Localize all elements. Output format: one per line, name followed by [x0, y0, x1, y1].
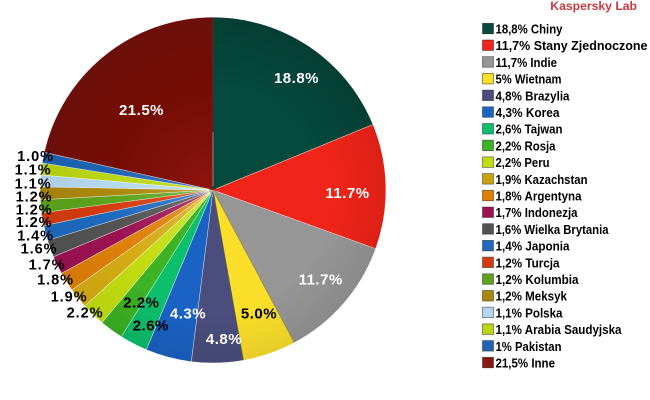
- svg-text:4,3% Korea: 4,3% Korea: [496, 105, 561, 120]
- svg-text:2.6%: 2.6%: [133, 317, 169, 334]
- svg-text:18,8% Chiny: 18,8% Chiny: [496, 22, 564, 37]
- svg-text:1.6%: 1.6%: [21, 242, 58, 258]
- svg-text:1.7%: 1.7%: [29, 258, 66, 274]
- svg-text:4,8% Brazylia: 4,8% Brazylia: [496, 88, 571, 103]
- svg-text:11,7% Indie: 11,7% Indie: [496, 55, 558, 70]
- svg-text:1,1% Polska: 1,1% Polska: [496, 305, 564, 320]
- svg-text:11.7%: 11.7%: [299, 271, 343, 288]
- svg-text:1,7% Indonezja: 1,7% Indonezja: [496, 205, 579, 220]
- svg-text:2,2% Peru: 2,2% Peru: [496, 155, 550, 170]
- svg-text:1,8% Argentyna: 1,8% Argentyna: [496, 189, 583, 204]
- svg-text:4.3%: 4.3%: [170, 305, 206, 322]
- svg-text:1.1%: 1.1%: [15, 177, 52, 193]
- svg-text:1.1%: 1.1%: [15, 163, 52, 179]
- svg-text:1,9% Kazachstan: 1,9% Kazachstan: [496, 172, 588, 187]
- svg-text:5% Wietnam: 5% Wietnam: [496, 72, 562, 87]
- svg-text:Kaspersky Lab: Kaspersky Lab: [550, 0, 637, 13]
- svg-text:1.0%: 1.0%: [17, 149, 54, 165]
- svg-text:1% Pakistan: 1% Pakistan: [496, 339, 562, 354]
- svg-text:1,2% Kolumbia: 1,2% Kolumbia: [496, 272, 580, 287]
- svg-text:21,5% Inne: 21,5% Inne: [496, 356, 556, 371]
- svg-text:1.2%: 1.2%: [16, 190, 53, 206]
- svg-text:1.2%: 1.2%: [16, 203, 53, 219]
- svg-text:2.2%: 2.2%: [123, 294, 159, 311]
- svg-text:1,4% Japonia: 1,4% Japonia: [496, 239, 571, 254]
- svg-text:4.8%: 4.8%: [206, 331, 242, 348]
- svg-text:1,1% Arabia Saudyjska: 1,1% Arabia Saudyjska: [496, 322, 623, 337]
- svg-text:1.4%: 1.4%: [17, 229, 54, 245]
- svg-text:1,2% Turcja: 1,2% Turcja: [496, 255, 561, 270]
- svg-text:1,2% Meksyk: 1,2% Meksyk: [496, 289, 568, 304]
- svg-text:2,2% Rosja: 2,2% Rosja: [496, 138, 557, 153]
- svg-text:18.8%: 18.8%: [274, 70, 319, 87]
- svg-text:21.5%: 21.5%: [119, 102, 164, 119]
- svg-text:5.0%: 5.0%: [241, 306, 277, 323]
- svg-text:1.2%: 1.2%: [16, 215, 53, 231]
- svg-text:11.7%: 11.7%: [325, 185, 369, 202]
- svg-text:1,6% Wielka Brytania: 1,6% Wielka Brytania: [496, 222, 610, 237]
- svg-text:1.9%: 1.9%: [51, 290, 88, 306]
- svg-text:11,7% Stany Zjednoczone: 11,7% Stany Zjednoczone: [496, 38, 648, 53]
- svg-text:2.2%: 2.2%: [67, 306, 104, 322]
- svg-text:1.8%: 1.8%: [37, 273, 74, 289]
- svg-text:2,6% Tajwan: 2,6% Tajwan: [496, 122, 563, 137]
